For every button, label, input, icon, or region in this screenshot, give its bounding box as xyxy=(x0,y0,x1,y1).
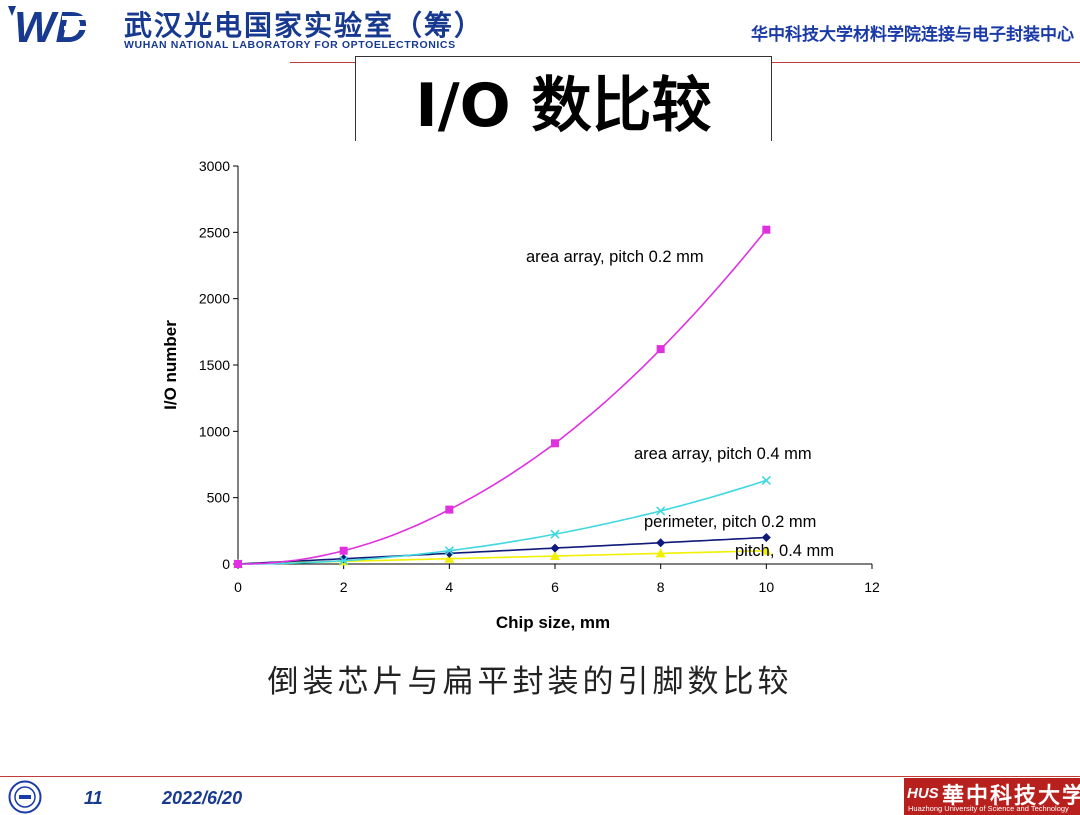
wd-logo: WD xyxy=(8,3,110,46)
series-label: perimeter, pitch 0.2 mm xyxy=(644,513,816,531)
data-point-area-array-pitch-0-2-mm xyxy=(339,546,348,555)
university-name-en: Huazhong University of Science and Techn… xyxy=(908,804,1069,813)
logo-text: WD xyxy=(14,3,87,46)
series-line-area-array-pitch-0-4-mm xyxy=(238,479,767,565)
y-tick-label: 500 xyxy=(207,490,231,506)
title-frame xyxy=(355,56,772,141)
plot-area xyxy=(238,166,872,564)
x-tick-label: 10 xyxy=(759,579,775,595)
x-tick-label: 2 xyxy=(340,579,348,595)
slide-date: 2022/6/20 xyxy=(162,788,243,808)
y-tick-label: 2000 xyxy=(199,291,230,307)
x-tick-label: 12 xyxy=(864,579,880,595)
x-axis-label: Chip size, mm xyxy=(496,613,610,632)
x-tick-label: 0 xyxy=(234,579,242,595)
series-label: pitch, 0.4 mm xyxy=(735,542,834,560)
y-tick-label: 0 xyxy=(222,556,230,572)
series-line-area-array-pitch-0-2-mm xyxy=(238,229,767,565)
lab-name-cn: 武汉光电国家实验室（筹） xyxy=(124,9,485,42)
x-tick-label: 4 xyxy=(445,579,453,595)
y-tick-label: 1000 xyxy=(199,423,230,439)
data-point-perimeter-pitch-0-2-mm xyxy=(761,532,771,542)
y-axis-label: I/O number xyxy=(161,320,180,410)
data-point-area-array-pitch-0-2-mm xyxy=(551,439,559,448)
data-point-area-array-pitch-0-4-mm xyxy=(444,546,454,556)
data-point-perimeter-pitch-0-2-mm xyxy=(656,538,666,548)
data-point-area-array-pitch-0-2-mm xyxy=(234,560,242,568)
hust-logo-icon: HUST xyxy=(907,785,939,802)
slide-title: I/O 数比较 xyxy=(415,71,712,141)
x-tick-label: 8 xyxy=(657,579,665,595)
department-name: 华中科技大学材料学院连接与电子封装中心 xyxy=(751,25,1074,45)
data-point-area-array-pitch-0-4-mm xyxy=(761,475,771,485)
university-emblem-icon xyxy=(8,780,42,814)
series-line-perimeter-pitch-0-2-mm xyxy=(237,536,767,565)
data-point-area-array-pitch-0-2-mm xyxy=(656,345,665,354)
data-point-pitch-0-4-mm xyxy=(550,551,560,561)
chart-caption: 倒装芯片与扁平封装的引脚数比较 xyxy=(267,664,793,700)
data-point-area-array-pitch-0-4-mm xyxy=(550,529,560,539)
data-point-area-array-pitch-0-4-mm xyxy=(656,506,666,516)
data-point-pitch-0-4-mm xyxy=(655,548,666,558)
page-number: 11 xyxy=(84,788,103,808)
data-point-area-array-pitch-0-4-mm xyxy=(339,556,349,566)
y-tick-label: 1500 xyxy=(199,357,230,373)
university-name-cn: 華中科技大学 xyxy=(942,783,1080,809)
footer-divider xyxy=(0,776,1080,777)
data-point-area-array-pitch-0-2-mm xyxy=(762,225,771,234)
series-label: area array, pitch 0.4 mm xyxy=(634,445,812,463)
data-point-pitch-0-4-mm xyxy=(444,553,455,563)
svg-text:HUST: HUST xyxy=(907,785,939,802)
series-label: area array, pitch 0.2 mm xyxy=(526,248,704,266)
lab-name-en: WUHAN NATIONAL LABORATORY FOR OPTOELECTR… xyxy=(124,39,456,51)
y-tick-label: 2500 xyxy=(199,224,230,240)
hust-badge: HUST 華中科技大学 Huazhong University of Scien… xyxy=(904,778,1080,815)
data-point-area-array-pitch-0-2-mm xyxy=(445,505,454,514)
data-point-pitch-0-4-mm xyxy=(761,545,772,555)
x-tick-label: 6 xyxy=(551,579,559,595)
data-point-perimeter-pitch-0-2-mm xyxy=(550,543,560,553)
y-tick-label: 3000 xyxy=(199,158,230,174)
